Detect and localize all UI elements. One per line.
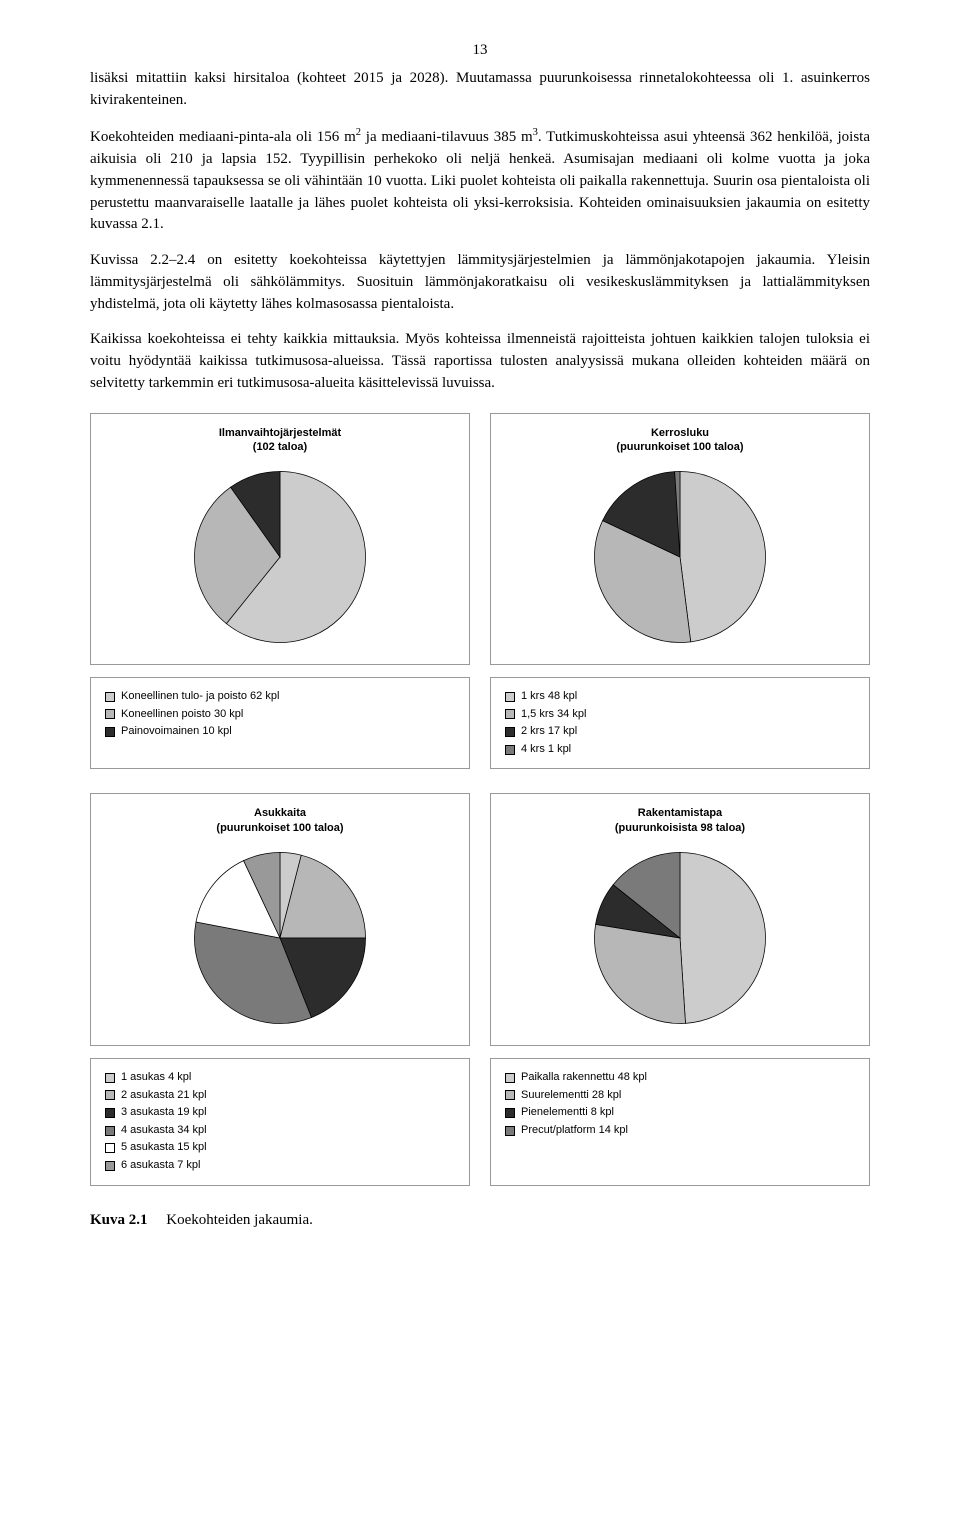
p2-b: ja mediaani-tilavuus 385 m — [361, 129, 533, 145]
chart-card-asukkaita: Asukkaita(puurunkoiset 100 taloa) — [90, 793, 470, 1046]
legend-swatch — [105, 1090, 115, 1100]
figure-label: Kuva 2.1 — [90, 1212, 148, 1228]
legend-row-1: Koneellinen tulo- ja poisto 62 kplKoneel… — [90, 677, 870, 769]
figure-text: Koekohteiden jakaumia. — [166, 1212, 313, 1228]
legend-item: 2 asukasta 21 kpl — [105, 1087, 455, 1105]
legend-card-2: 1 krs 48 kpl1,5 krs 34 kpl2 krs 17 kpl4 … — [490, 677, 870, 769]
legend-item: Koneellinen tulo- ja poisto 62 kpl — [105, 688, 455, 706]
legend-swatch — [105, 1126, 115, 1136]
p2-a: Koekohteiden mediaani-pinta-ala oli 156 … — [90, 129, 356, 145]
legend-item: 6 asukasta 7 kpl — [105, 1157, 455, 1175]
legend-label: Painovoimainen 10 kpl — [121, 723, 232, 741]
legend-item: 3 asukasta 19 kpl — [105, 1104, 455, 1122]
legend-swatch — [105, 709, 115, 719]
legend-label: Koneellinen tulo- ja poisto 62 kpl — [121, 688, 279, 706]
legend-item: 5 asukasta 15 kpl — [105, 1139, 455, 1157]
page-number: 13 — [90, 40, 870, 62]
legend-item: Suurelementti 28 kpl — [505, 1087, 855, 1105]
legend-item: 4 krs 1 kpl — [505, 741, 855, 759]
legend-swatch — [505, 1108, 515, 1118]
legend-swatch — [505, 692, 515, 702]
pie-chart-1 — [185, 462, 375, 652]
chart-card-kerrosluku: Kerrosluku(puurunkoiset 100 taloa) — [490, 413, 870, 666]
chart-title-1: Ilmanvaihtojärjestelmät(102 taloa) — [219, 426, 341, 455]
legend-label: 1,5 krs 34 kpl — [521, 706, 586, 724]
pie-chart-3 — [185, 843, 375, 1033]
legend-label: 1 krs 48 kpl — [521, 688, 577, 706]
chart-card-ilmanvaihto: Ilmanvaihtojärjestelmät(102 taloa) — [90, 413, 470, 666]
chart-title-4: Rakentamistapa(puurunkoisista 98 taloa) — [615, 806, 745, 835]
legend-item: 1 asukas 4 kpl — [105, 1069, 455, 1087]
legend-swatch — [105, 1073, 115, 1083]
legend-item: 1 krs 48 kpl — [505, 688, 855, 706]
legend-item: Koneellinen poisto 30 kpl — [105, 706, 455, 724]
legend-item: Precut/platform 14 kpl — [505, 1122, 855, 1140]
legend-label: 4 asukasta 34 kpl — [121, 1122, 207, 1140]
legend-label: 3 asukasta 19 kpl — [121, 1104, 207, 1122]
legend-row-2: 1 asukas 4 kpl2 asukasta 21 kpl3 asukast… — [90, 1058, 870, 1186]
legend-label: Precut/platform 14 kpl — [521, 1122, 628, 1140]
chart-card-rakentamistapa: Rakentamistapa(puurunkoisista 98 taloa) — [490, 793, 870, 1046]
legend-label: 1 asukas 4 kpl — [121, 1069, 191, 1087]
legend-label: Suurelementti 28 kpl — [521, 1087, 621, 1105]
charts-row-1: Ilmanvaihtojärjestelmät(102 taloa) Kerro… — [90, 413, 870, 666]
pie-chart-2 — [585, 462, 775, 652]
legend-label: 2 asukasta 21 kpl — [121, 1087, 207, 1105]
figure-caption: Kuva 2.1 Koekohteiden jakaumia. — [90, 1210, 870, 1232]
legend-swatch — [105, 692, 115, 702]
legend-item: Pienelementti 8 kpl — [505, 1104, 855, 1122]
charts-row-2: Asukkaita(puurunkoiset 100 taloa) Rakent… — [90, 793, 870, 1046]
legend-swatch — [505, 1126, 515, 1136]
paragraph-4: Kaikissa koekohteissa ei tehty kaikkia m… — [90, 329, 870, 394]
legend-item: 4 asukasta 34 kpl — [105, 1122, 455, 1140]
legend-swatch — [105, 727, 115, 737]
legend-card-4: Paikalla rakennettu 48 kplSuurelementti … — [490, 1058, 870, 1186]
legend-label: 5 asukasta 15 kpl — [121, 1139, 207, 1157]
legend-card-1: Koneellinen tulo- ja poisto 62 kplKoneel… — [90, 677, 470, 769]
paragraph-3: Kuvissa 2.2–2.4 on esitetty koekohteissa… — [90, 250, 870, 315]
legend-label: Paikalla rakennettu 48 kpl — [521, 1069, 647, 1087]
legend-swatch — [105, 1108, 115, 1118]
legend-item: Painovoimainen 10 kpl — [105, 723, 455, 741]
paragraph-1: lisäksi mitattiin kaksi hirsitaloa (koht… — [90, 68, 870, 112]
legend-swatch — [105, 1143, 115, 1153]
legend-item: Paikalla rakennettu 48 kpl — [505, 1069, 855, 1087]
legend-label: Koneellinen poisto 30 kpl — [121, 706, 243, 724]
legend-swatch — [505, 1073, 515, 1083]
legend-swatch — [505, 1090, 515, 1100]
legend-card-3: 1 asukas 4 kpl2 asukasta 21 kpl3 asukast… — [90, 1058, 470, 1186]
legend-label: 6 asukasta 7 kpl — [121, 1157, 201, 1175]
legend-swatch — [105, 1161, 115, 1171]
paragraph-2: Koekohteiden mediaani-pinta-ala oli 156 … — [90, 125, 870, 236]
legend-label: Pienelementti 8 kpl — [521, 1104, 614, 1122]
legend-swatch — [505, 727, 515, 737]
pie-chart-4 — [585, 843, 775, 1033]
legend-item: 2 krs 17 kpl — [505, 723, 855, 741]
chart-title-3: Asukkaita(puurunkoiset 100 taloa) — [216, 806, 343, 835]
legend-label: 2 krs 17 kpl — [521, 723, 577, 741]
legend-swatch — [505, 709, 515, 719]
chart-title-2: Kerrosluku(puurunkoiset 100 taloa) — [616, 426, 743, 455]
legend-label: 4 krs 1 kpl — [521, 741, 571, 759]
legend-swatch — [505, 745, 515, 755]
legend-item: 1,5 krs 34 kpl — [505, 706, 855, 724]
